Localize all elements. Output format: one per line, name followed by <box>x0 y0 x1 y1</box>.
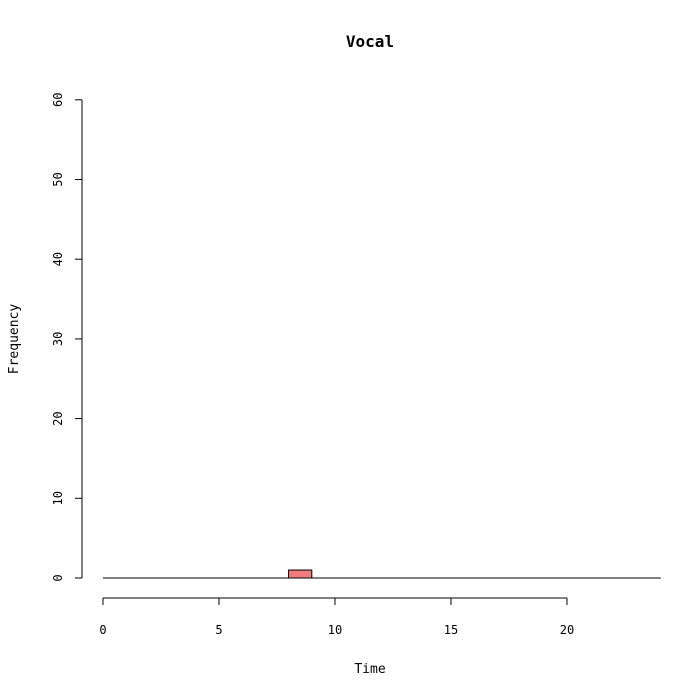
y-tick-label: 0 <box>51 574 65 581</box>
x-tick-label: 15 <box>444 623 458 637</box>
y-axis: 0 10 20 30 40 50 60 <box>51 93 83 582</box>
x-axis-label: Time <box>354 662 385 677</box>
histogram-bar <box>288 569 313 579</box>
y-tick-label: 30 <box>51 332 65 346</box>
x-tick-label: 10 <box>328 623 342 637</box>
y-tick-label: 20 <box>51 411 65 425</box>
x-axis: 0 5 10 15 20 <box>99 597 574 637</box>
x-tick-label: 0 <box>99 623 106 637</box>
y-tick-label: 50 <box>51 172 65 186</box>
y-tick-label: 40 <box>51 252 65 266</box>
y-tick-label: 10 <box>51 491 65 505</box>
x-tick-label: 5 <box>215 623 222 637</box>
histogram-bars <box>103 569 661 579</box>
y-axis-label: Frequency <box>7 304 22 375</box>
y-tick-label: 60 <box>51 93 65 107</box>
x-tick-label: 20 <box>560 623 574 637</box>
chart-title: Vocal <box>346 32 394 51</box>
